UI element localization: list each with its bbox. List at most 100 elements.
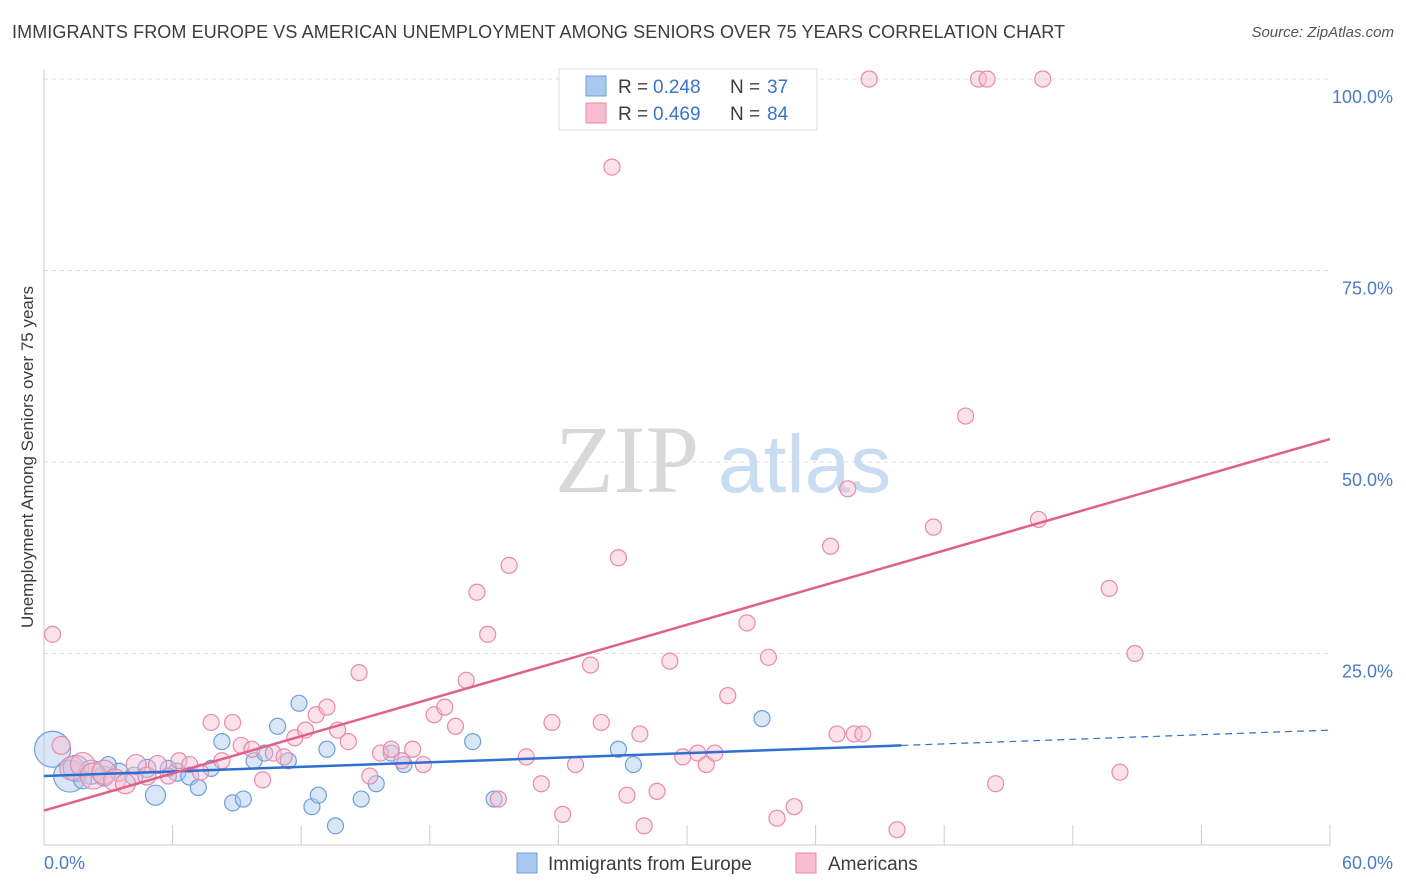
point-americans xyxy=(393,752,411,770)
point-immigrants-from-europe xyxy=(309,786,327,804)
point-americans xyxy=(254,771,272,789)
point-immigrants-from-europe xyxy=(144,784,167,806)
point-immigrants-from-europe xyxy=(318,740,336,758)
y-tick-labels: 25.0% 50.0% 75.0% 100.0% xyxy=(1332,87,1393,682)
svg-text:atlas: atlas xyxy=(718,419,891,510)
point-immigrants-from-europe xyxy=(234,790,252,808)
chart-title: IMMIGRANTS FROM EUROPE VS AMERICAN UNEMP… xyxy=(12,22,1066,42)
point-americans xyxy=(609,549,628,567)
point-americans xyxy=(635,817,653,835)
point-americans xyxy=(888,821,906,839)
point-immigrants-from-europe xyxy=(352,790,370,808)
point-immigrants-from-europe xyxy=(753,710,771,728)
point-americans xyxy=(924,518,943,536)
x-ticks xyxy=(172,825,1331,845)
point-americans xyxy=(839,480,857,498)
bottom-legend: Immigrants from Europe Americans xyxy=(516,852,918,875)
point-americans xyxy=(532,775,550,793)
point-americans xyxy=(581,656,600,674)
point-immigrants-from-europe xyxy=(213,732,231,751)
point-americans xyxy=(1100,579,1118,597)
point-americans xyxy=(489,790,507,808)
point-immigrants-from-europe xyxy=(485,790,503,808)
point-americans xyxy=(79,762,107,790)
point-americans xyxy=(500,556,518,575)
trend-lines xyxy=(43,437,1331,812)
point-americans xyxy=(987,775,1005,793)
point-americans xyxy=(339,732,357,751)
x-tick-label-min: 0.0% xyxy=(44,853,85,873)
point-americans xyxy=(350,664,368,682)
point-immigrants-from-europe xyxy=(290,694,308,712)
point-americans xyxy=(479,625,497,643)
y-tick-label: 75.0% xyxy=(1342,279,1393,299)
point-americans xyxy=(361,767,379,785)
source-label: Source: ZipAtlas.com xyxy=(1251,24,1394,41)
point-americans xyxy=(618,786,636,804)
legend-box: R = 0.248 N = 37 R = 0.469 N = 84 xyxy=(558,68,818,131)
legend-swatch-europe xyxy=(585,75,607,97)
point-americans xyxy=(719,687,737,705)
point-immigrants-from-europe xyxy=(189,778,207,797)
bottom-legend-swatch-americans xyxy=(795,852,817,874)
legend-r-label-americans: R = xyxy=(618,104,648,125)
point-americans xyxy=(822,537,840,555)
point-americans xyxy=(978,70,996,88)
point-americans xyxy=(446,717,465,735)
point-americans xyxy=(468,583,486,601)
bottom-legend-swatch-europe xyxy=(516,852,538,874)
point-americans xyxy=(436,698,454,716)
point-americans xyxy=(785,798,803,816)
legend-n-label-europe: N = xyxy=(730,77,760,98)
point-americans xyxy=(854,725,872,743)
trend-line-extension xyxy=(901,729,1331,747)
point-americans xyxy=(1034,70,1052,88)
legend-n-value-americans: 84 xyxy=(767,104,789,125)
point-americans xyxy=(224,713,242,732)
point-americans xyxy=(828,725,846,743)
point-americans xyxy=(170,752,188,770)
y-tick-label: 25.0% xyxy=(1342,662,1393,682)
trend-line-americans xyxy=(43,437,1331,812)
point-americans xyxy=(603,158,621,176)
point-americans xyxy=(768,809,786,827)
point-americans xyxy=(147,754,168,775)
legend-swatch-americans xyxy=(585,102,607,124)
point-americans xyxy=(738,614,756,632)
point-americans xyxy=(1126,644,1144,663)
trend-line-immigrants-from-europe xyxy=(43,744,902,778)
point-americans xyxy=(318,698,336,716)
point-americans xyxy=(371,744,390,762)
point-americans xyxy=(957,407,975,425)
legend-r-label-europe: R = xyxy=(618,77,648,98)
point-americans xyxy=(43,625,62,643)
point-americans xyxy=(674,748,692,766)
point-americans xyxy=(631,725,649,743)
point-americans xyxy=(648,782,666,800)
point-americans xyxy=(697,755,715,774)
point-immigrants-from-europe xyxy=(326,817,345,835)
point-americans xyxy=(759,648,778,666)
bottom-legend-label-americans: Americans xyxy=(828,854,918,875)
point-immigrants-from-europe xyxy=(624,755,643,774)
point-americans xyxy=(382,740,400,758)
point-immigrants-from-europe xyxy=(224,794,242,812)
y-axis-title: Unemployment Among Seniors over 75 years xyxy=(18,286,37,628)
grid-lines xyxy=(44,78,1330,654)
point-americans xyxy=(543,713,561,732)
x-tick-label-max: 60.0% xyxy=(1342,853,1393,873)
legend-r-value-americans: 0.469 xyxy=(653,104,701,125)
point-immigrants-from-europe xyxy=(464,732,482,751)
point-americans xyxy=(554,805,572,823)
y-tick-label: 50.0% xyxy=(1342,470,1393,490)
point-americans xyxy=(414,755,432,774)
point-americans xyxy=(661,652,679,670)
point-americans xyxy=(51,735,71,756)
point-americans xyxy=(1111,763,1129,781)
watermark: ZIP atlas xyxy=(555,406,891,513)
svg-text:ZIP: ZIP xyxy=(555,406,699,513)
legend-n-value-europe: 37 xyxy=(767,77,788,98)
y-tick-label: 100.0% xyxy=(1332,87,1393,107)
point-americans xyxy=(202,713,220,732)
